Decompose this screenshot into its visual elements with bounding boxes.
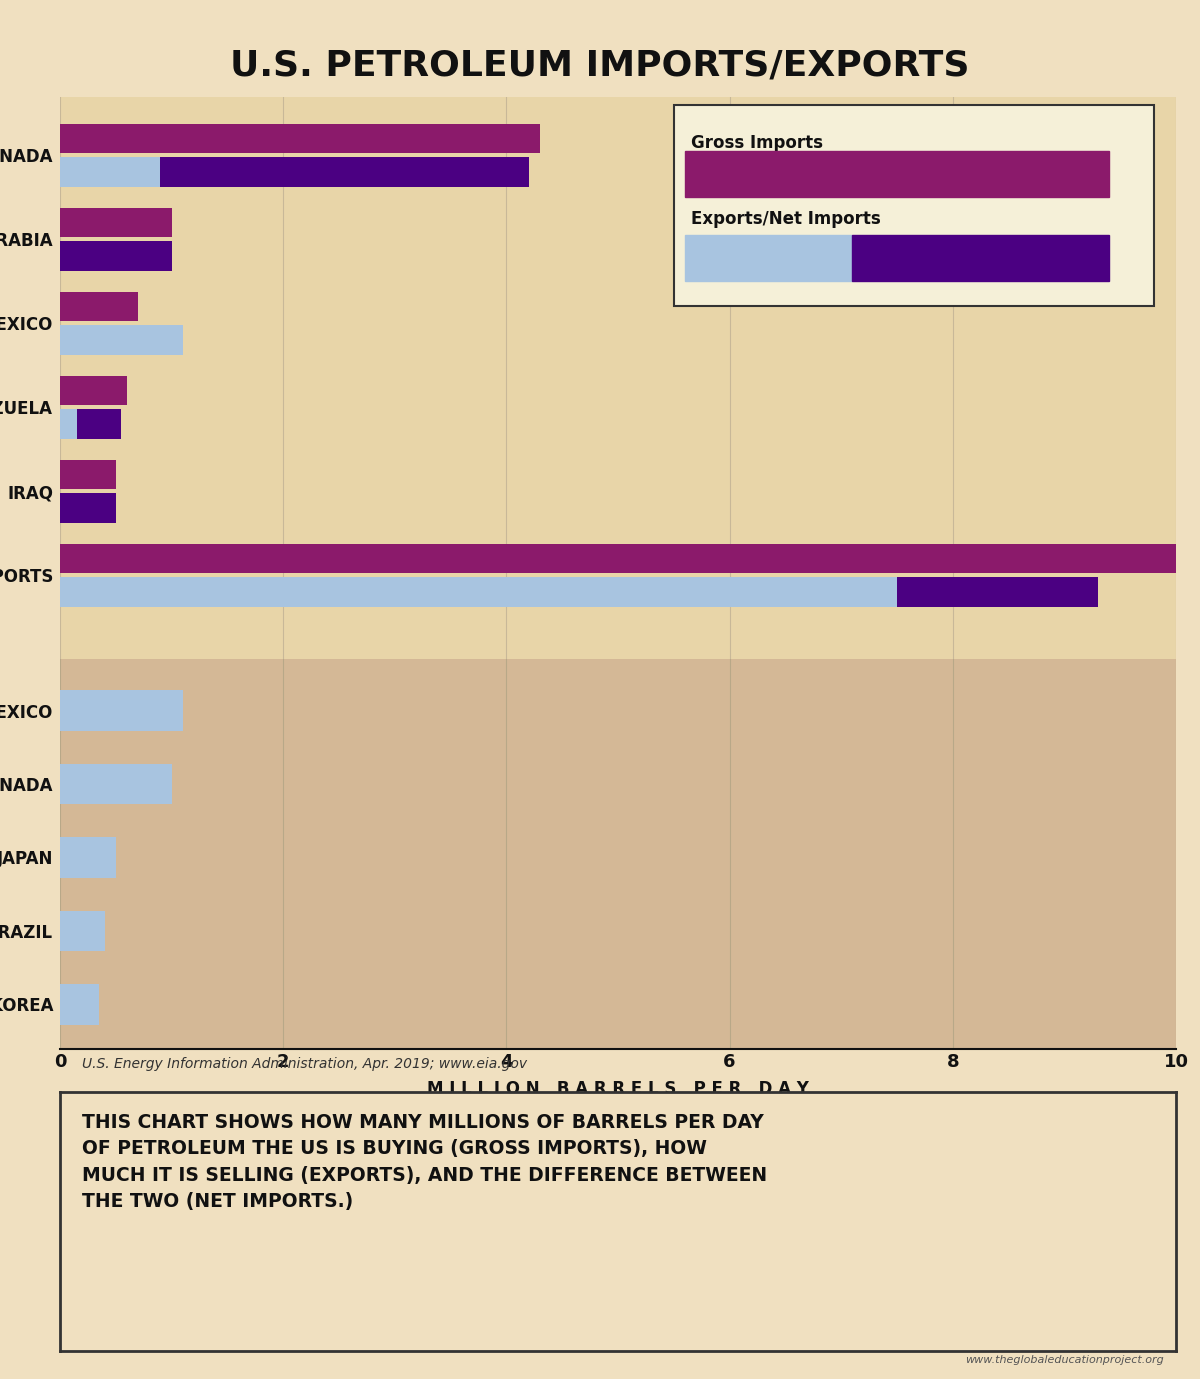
Bar [685, 152, 1109, 197]
Bar [60, 124, 540, 153]
Bar [161, 157, 529, 186]
Bar [898, 578, 1098, 607]
FancyBboxPatch shape [674, 105, 1153, 306]
Text: www.theglobaleducationproject.org: www.theglobaleducationproject.org [965, 1356, 1164, 1365]
Bar [60, 764, 172, 804]
Text: Gross Imports: Gross Imports [690, 134, 822, 152]
Bar [60, 910, 104, 952]
Bar [685, 234, 852, 281]
Text: U.S. PETROLEUM IMPORTS/EXPORTS: U.S. PETROLEUM IMPORTS/EXPORTS [230, 48, 970, 83]
Text: THIS CHART SHOWS HOW MANY MILLIONS OF BARRELS PER DAY
OF PETROLEUM THE US IS BUY: THIS CHART SHOWS HOW MANY MILLIONS OF BA… [83, 1113, 768, 1211]
Bar [60, 375, 127, 405]
Bar [60, 543, 1176, 574]
X-axis label: M I L L I O N   B A R R E L S   P E R   D A Y: M I L L I O N B A R R E L S P E R D A Y [427, 1080, 809, 1098]
Text: Exports/Net Imports: Exports/Net Imports [690, 210, 881, 228]
Bar [60, 157, 161, 186]
Bar [60, 292, 138, 321]
Bar [60, 410, 77, 439]
Text: U.S. Energy Information Administration, Apr. 2019; www.eia.gov: U.S. Energy Information Administration, … [83, 1058, 528, 1071]
Bar [60, 578, 898, 607]
Bar [60, 837, 116, 877]
Bar [60, 985, 100, 1025]
Bar [60, 459, 116, 490]
Bar [852, 234, 1109, 281]
Bar [77, 410, 121, 439]
Bar [60, 691, 182, 731]
Bar [60, 208, 172, 237]
Bar [60, 241, 172, 270]
Bar [60, 494, 116, 523]
Bar [60, 325, 182, 354]
